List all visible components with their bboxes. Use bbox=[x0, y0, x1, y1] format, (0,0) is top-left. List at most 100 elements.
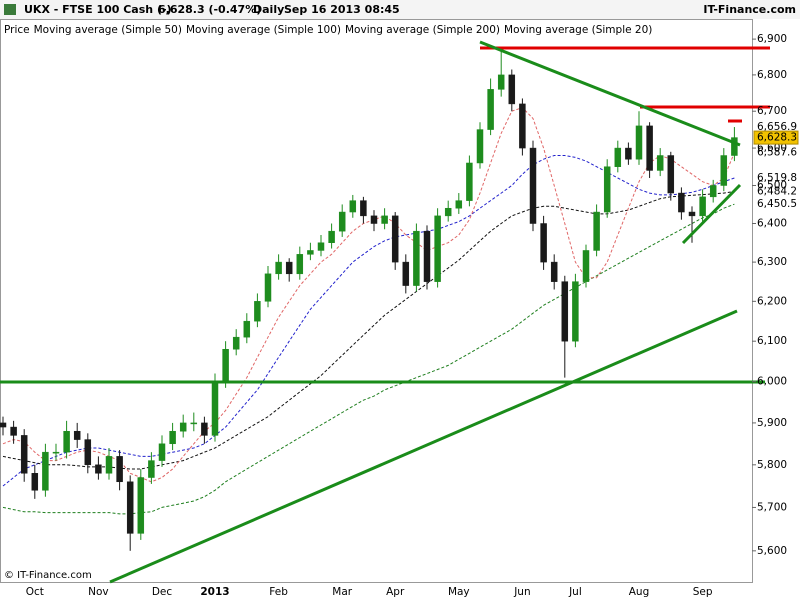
y-tick-label: 5,800 bbox=[757, 459, 787, 471]
trend-line bbox=[681, 183, 742, 245]
candle-body bbox=[84, 439, 92, 466]
interval: Daily bbox=[253, 3, 284, 16]
candle-body bbox=[275, 261, 282, 275]
legend-entry: Moving average (Simple 100) bbox=[186, 24, 341, 36]
x-tick-label: Mar bbox=[332, 586, 352, 598]
trend-line bbox=[479, 40, 741, 147]
legend-entry: Moving average (Simple 20) bbox=[504, 24, 652, 36]
candle-body bbox=[476, 129, 484, 164]
moving-average-line bbox=[2, 107, 735, 483]
candle-body bbox=[455, 200, 463, 209]
x-tick-label: Feb bbox=[269, 586, 288, 598]
candle-body bbox=[402, 261, 410, 286]
price-tag-bg bbox=[753, 130, 799, 145]
candle-body bbox=[360, 200, 367, 217]
candle-body bbox=[731, 137, 738, 156]
x-tick-label: Aug bbox=[629, 586, 650, 598]
candle-body bbox=[688, 211, 696, 217]
legend-label: Price bbox=[4, 24, 30, 36]
trend-line bbox=[109, 309, 738, 584]
candle-body bbox=[625, 147, 632, 160]
x-tick-label: Sep bbox=[693, 586, 713, 598]
candle-body bbox=[243, 320, 251, 338]
candle-body bbox=[508, 74, 516, 105]
candle-body bbox=[222, 348, 229, 382]
x-tick-label: 2013 bbox=[200, 586, 229, 598]
y-tick-label: 6,000 bbox=[757, 376, 787, 388]
candle-body bbox=[550, 261, 558, 282]
candle-body bbox=[317, 242, 325, 251]
candle-body bbox=[487, 89, 494, 130]
footer: © IT-Finance.com bbox=[4, 570, 92, 581]
candle-body bbox=[148, 460, 155, 478]
candle-body bbox=[52, 451, 60, 454]
y-tick-label: 6,800 bbox=[757, 69, 787, 81]
candle-body bbox=[169, 430, 176, 445]
quote: 6,628.3 (-0.47%) bbox=[158, 3, 261, 16]
x-tick-label: Jul bbox=[568, 586, 582, 598]
candle-body bbox=[561, 281, 569, 342]
candle-body bbox=[232, 336, 240, 350]
candle-body bbox=[381, 215, 388, 224]
source: IT-Finance.com bbox=[703, 3, 796, 16]
y-tick-label: 5,900 bbox=[757, 417, 787, 429]
x-tick-label: Nov bbox=[88, 586, 109, 598]
candle-body bbox=[656, 155, 664, 171]
legend-entry: Moving average (Simple 50) bbox=[34, 24, 182, 36]
candle-body bbox=[497, 74, 505, 90]
header-icon bbox=[4, 4, 16, 15]
price-tag: 6,656.9 bbox=[757, 121, 797, 133]
candle-body bbox=[95, 464, 102, 474]
candle-body bbox=[63, 430, 70, 453]
candle-body bbox=[614, 147, 622, 167]
y-tick-label: 6,300 bbox=[757, 256, 787, 268]
candle-body bbox=[423, 230, 431, 282]
candle-body bbox=[190, 422, 198, 425]
candle-body bbox=[42, 451, 49, 491]
x-tick-label: Apr bbox=[386, 586, 405, 598]
candle-body bbox=[73, 430, 81, 440]
price-tag: 6,628.3 bbox=[757, 132, 797, 144]
candle-body bbox=[699, 196, 706, 217]
candle-body bbox=[126, 481, 134, 534]
candle-body bbox=[201, 422, 208, 436]
y-tick-label: 6,200 bbox=[757, 295, 787, 307]
candle-body bbox=[105, 456, 113, 474]
y-tick-label: 6,400 bbox=[757, 218, 787, 230]
price-tag: 6,519.8 bbox=[757, 172, 797, 184]
legend-entry: Moving average (Simple 200) bbox=[345, 24, 500, 36]
x-tick-label: Oct bbox=[26, 586, 44, 598]
candle-body bbox=[413, 230, 420, 286]
candle-body bbox=[444, 207, 452, 217]
price-tag: 6,450.5 bbox=[757, 198, 797, 210]
timestamp: Sep 16 2013 08:45 bbox=[284, 3, 400, 16]
candle-body bbox=[179, 422, 187, 432]
candle-body bbox=[582, 250, 590, 282]
y-tick-label: 5,700 bbox=[757, 501, 787, 513]
candle-body bbox=[466, 162, 473, 201]
candle-body bbox=[603, 166, 611, 213]
annotations bbox=[0, 40, 770, 584]
candle-body bbox=[254, 301, 261, 322]
candle-body bbox=[296, 254, 304, 275]
candle-body bbox=[211, 381, 219, 436]
y-tick-label: 6,700 bbox=[757, 105, 787, 117]
candle-body bbox=[0, 422, 7, 428]
candle-body bbox=[540, 223, 547, 263]
header-bar bbox=[0, 0, 800, 19]
candle-body bbox=[391, 215, 399, 263]
candle-body bbox=[529, 147, 537, 224]
candle-body bbox=[20, 435, 28, 474]
candle-body bbox=[116, 456, 123, 483]
candle-body bbox=[593, 211, 600, 251]
candle-body bbox=[137, 477, 145, 534]
candle-body bbox=[307, 250, 314, 255]
candle-body bbox=[646, 125, 653, 171]
candle-body bbox=[678, 192, 685, 213]
x-tick-label: May bbox=[448, 586, 470, 598]
candle-body bbox=[328, 230, 335, 243]
candle-body bbox=[338, 211, 346, 232]
candle-body bbox=[720, 155, 728, 186]
y-tick-label: 5,600 bbox=[757, 545, 787, 557]
